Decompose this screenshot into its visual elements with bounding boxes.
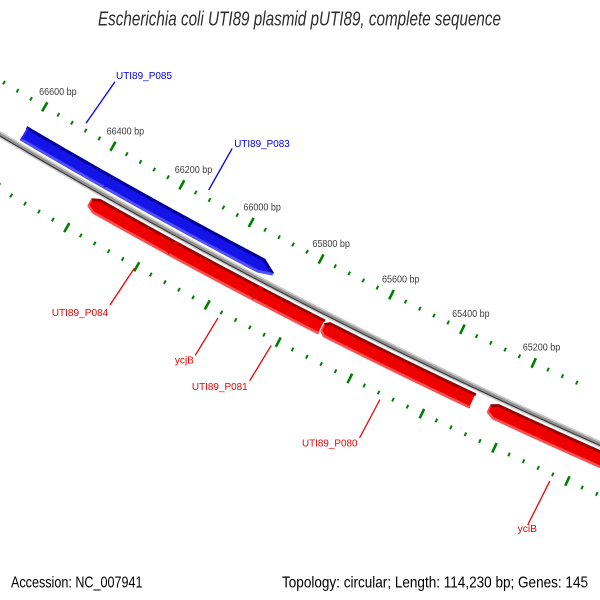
svg-text:yciB: yciB bbox=[518, 524, 538, 535]
svg-text:ycjB: ycjB bbox=[175, 355, 194, 366]
svg-text:66200 bp: 66200 bp bbox=[175, 165, 213, 176]
svg-text:65800 bp: 65800 bp bbox=[312, 239, 350, 250]
svg-text:65600 bp: 65600 bp bbox=[382, 274, 420, 285]
svg-text:UTI89_P084: UTI89_P084 bbox=[52, 308, 109, 319]
svg-text:Escherichia coli UTI89 plasmid: Escherichia coli UTI89 plasmid pUTI89, c… bbox=[98, 8, 501, 31]
svg-text:65400 bp: 65400 bp bbox=[452, 309, 490, 320]
svg-text:UTI89_P083: UTI89_P083 bbox=[234, 139, 290, 150]
svg-text:UTI89_P085: UTI89_P085 bbox=[116, 71, 172, 82]
svg-text:65200 bp: 65200 bp bbox=[523, 342, 561, 353]
svg-text:66400 bp: 66400 bp bbox=[107, 126, 145, 137]
svg-text:UTI89_P080: UTI89_P080 bbox=[302, 439, 358, 450]
svg-text:Accession: NC_007941: Accession: NC_007941 bbox=[11, 575, 143, 592]
svg-text:66000 bp: 66000 bp bbox=[243, 202, 281, 213]
svg-text:UTI89_P081: UTI89_P081 bbox=[192, 382, 248, 393]
svg-text:Topology: circular; Length: 11: Topology: circular; Length: 114,230 bp; … bbox=[282, 575, 588, 592]
svg-text:66600 bp: 66600 bp bbox=[39, 87, 77, 98]
